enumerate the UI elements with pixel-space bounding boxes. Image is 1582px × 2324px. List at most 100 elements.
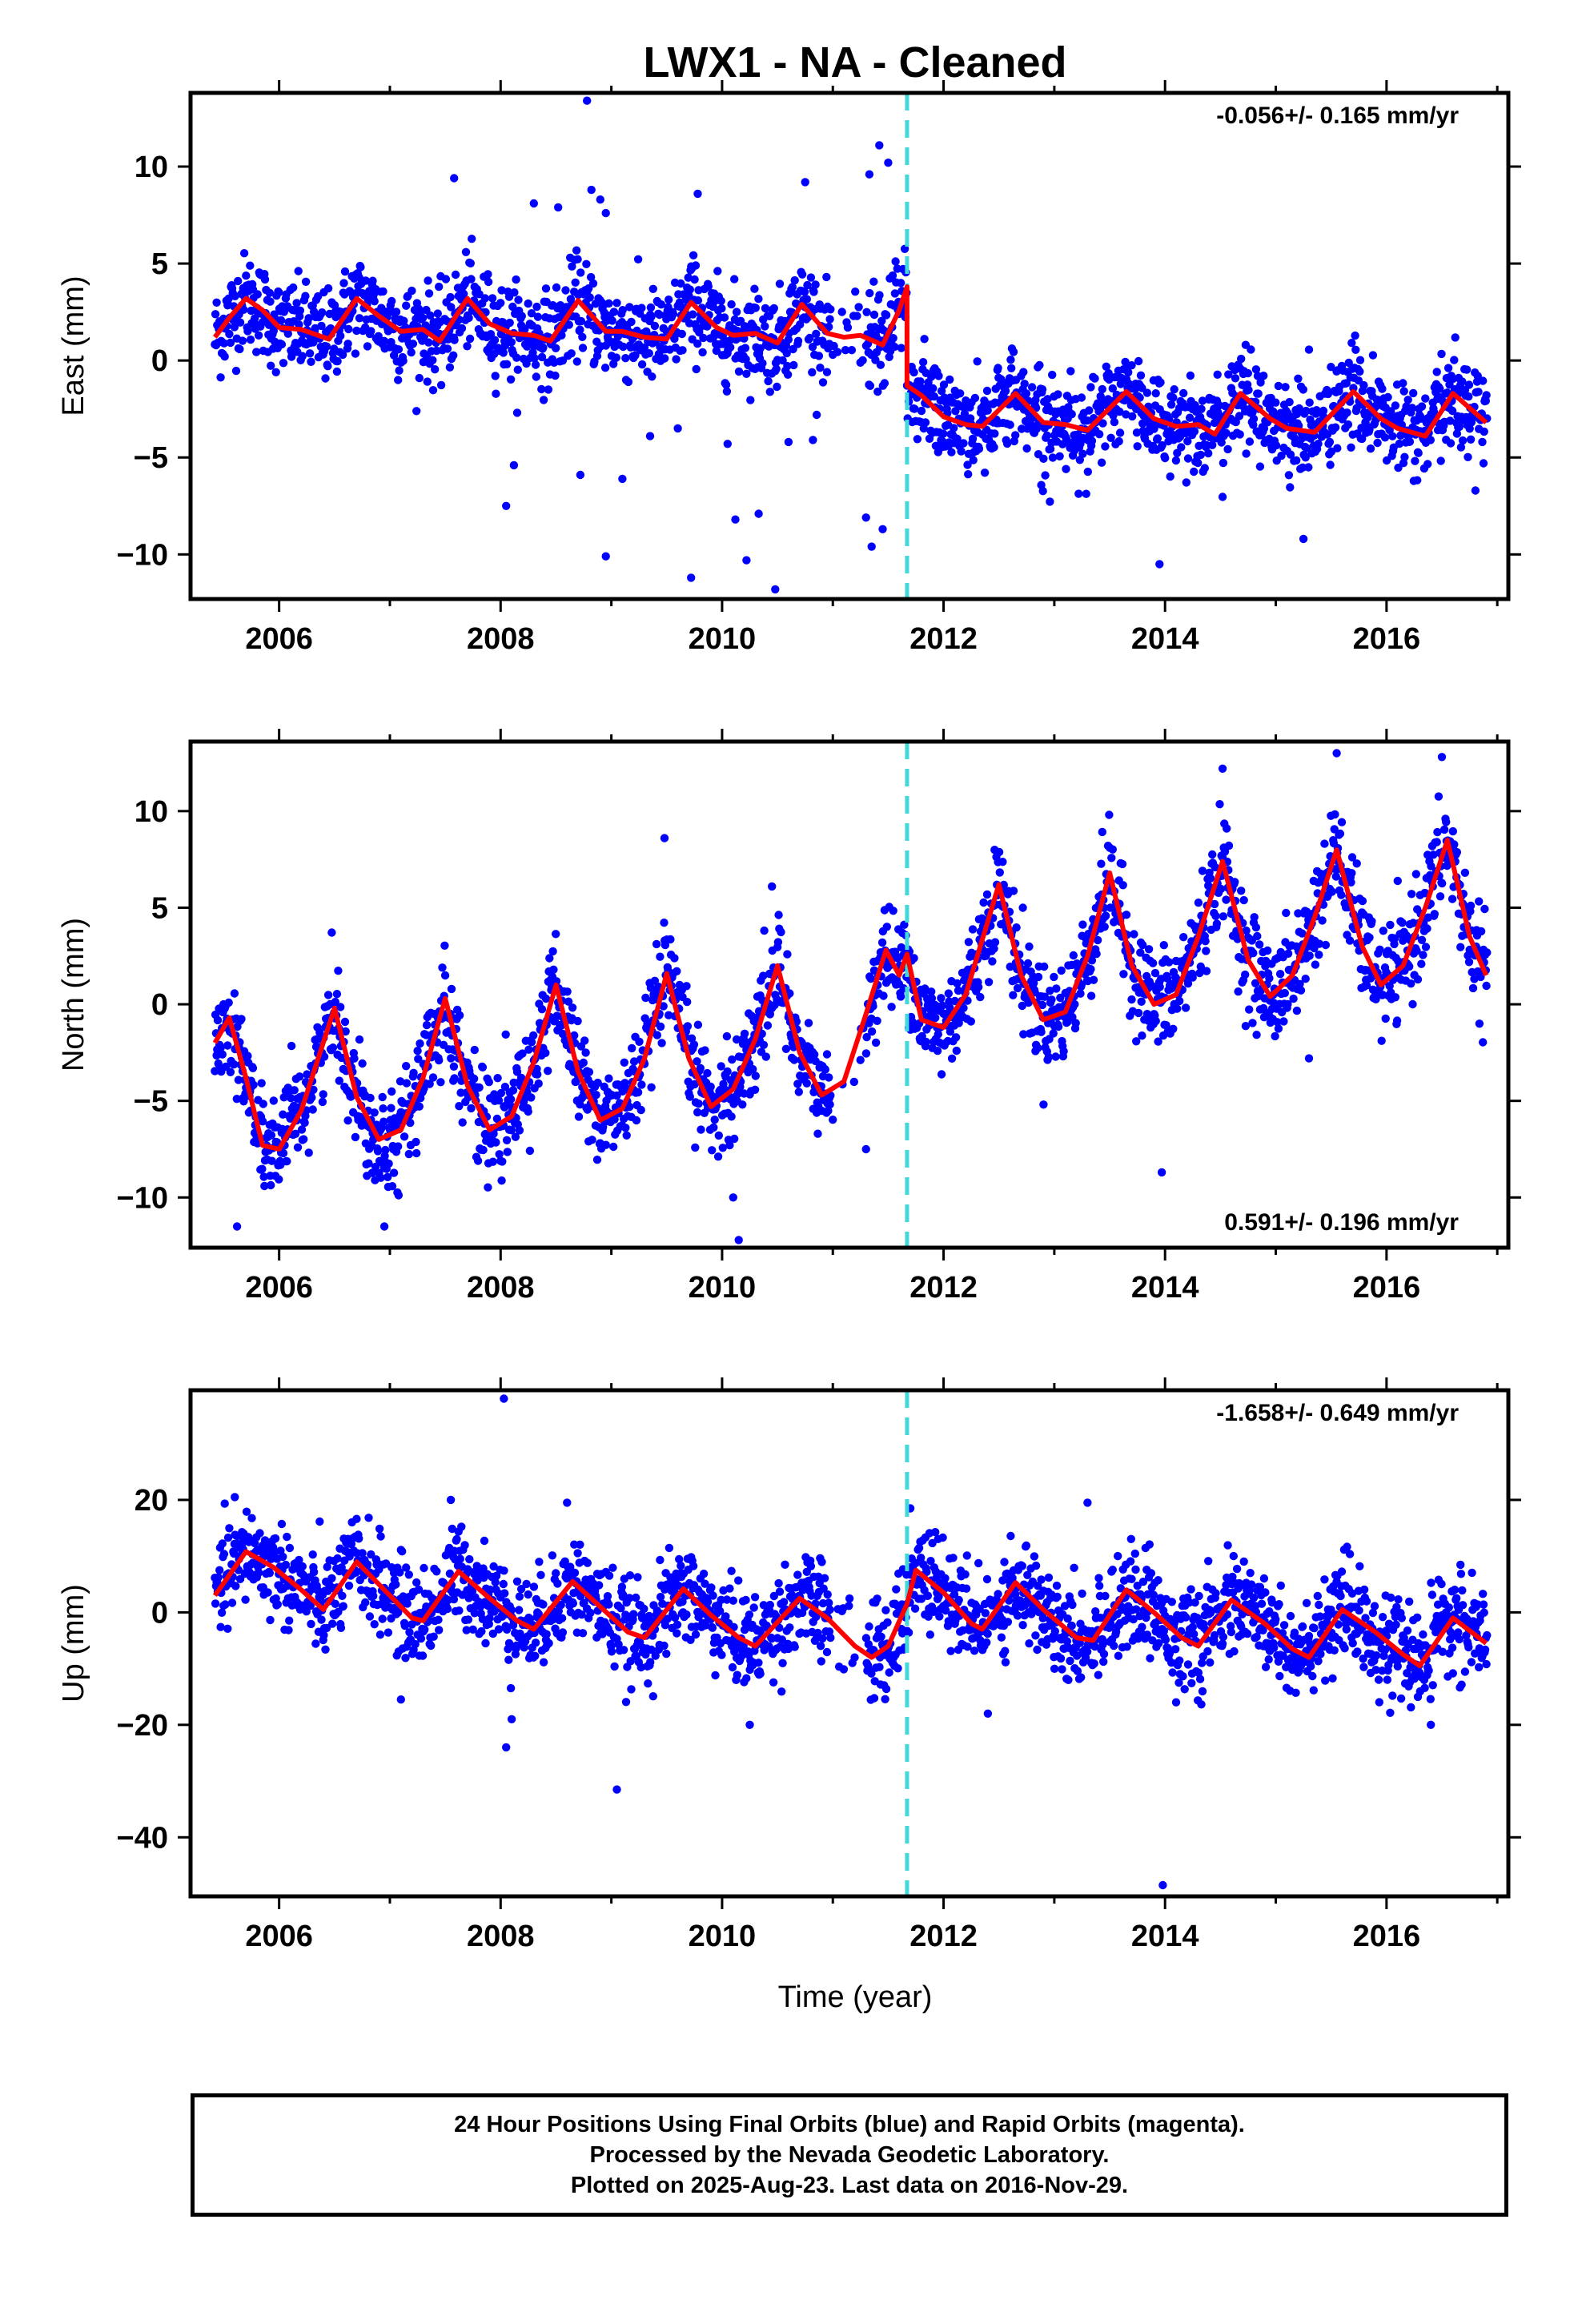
data-point [461, 247, 471, 256]
data-point [402, 1062, 411, 1071]
data-point [1395, 439, 1404, 448]
data-point [307, 1093, 316, 1102]
data-point [1299, 385, 1308, 394]
data-point [239, 1097, 248, 1106]
data-point [283, 329, 292, 338]
data-point [582, 259, 591, 268]
data-point [609, 308, 619, 316]
data-point [500, 1589, 509, 1598]
data-point [384, 1159, 393, 1168]
data-point [495, 1150, 504, 1159]
data-point [502, 1136, 512, 1145]
data-point [629, 1057, 639, 1066]
data-point [465, 1554, 474, 1564]
data-point [412, 1578, 421, 1587]
data-point [1259, 372, 1268, 380]
data-point [405, 1628, 414, 1637]
data-point [691, 261, 701, 270]
data-point [648, 372, 656, 381]
data-point [665, 1011, 673, 1019]
data-point [263, 1588, 272, 1597]
data-point [1388, 432, 1397, 440]
data-point [586, 272, 596, 282]
data-point [416, 1634, 426, 1643]
data-point [734, 367, 744, 376]
data-point [409, 1068, 418, 1078]
data-point [784, 335, 793, 344]
data-point [822, 272, 831, 282]
data-point [1020, 380, 1029, 388]
data-point [670, 954, 679, 963]
data-point [230, 1549, 239, 1558]
data-point [504, 1655, 513, 1664]
data-point [464, 1615, 473, 1624]
data-point [426, 311, 435, 320]
data-point [340, 1017, 350, 1027]
data-point [484, 270, 492, 279]
data-point [402, 1563, 411, 1572]
data-point [1177, 443, 1186, 452]
data-point [620, 1079, 629, 1088]
data-point [411, 1639, 420, 1649]
data-point [1047, 995, 1056, 1004]
data-point [1342, 379, 1351, 388]
data-point [1274, 381, 1283, 391]
data-point [399, 356, 408, 365]
data-point [217, 1608, 227, 1618]
data-point [1479, 459, 1488, 468]
data-point [1242, 926, 1251, 935]
data-point [619, 342, 628, 352]
data-point [327, 1574, 336, 1583]
data-point [1052, 984, 1061, 993]
data-point [533, 1070, 542, 1079]
data-point [1248, 408, 1257, 416]
data-point [475, 290, 484, 299]
data-point [499, 1579, 508, 1589]
data-point [445, 363, 455, 372]
data-point [847, 346, 857, 355]
data-point [502, 1625, 512, 1634]
data-point [532, 372, 540, 381]
data-point [314, 292, 323, 301]
data-point [1295, 979, 1304, 989]
y-tick-label: −5 [134, 1085, 168, 1119]
data-point [959, 439, 968, 448]
data-point [1259, 424, 1269, 433]
data-point [759, 1040, 769, 1050]
data-point [778, 356, 787, 365]
y-tick-label: −10 [117, 538, 168, 572]
data-point [805, 333, 814, 343]
data-point [387, 1104, 396, 1112]
data-point [1183, 454, 1193, 463]
data-point [468, 1625, 477, 1634]
data-point [225, 1524, 234, 1533]
data-point [1007, 364, 1016, 372]
data-point [685, 1092, 694, 1101]
data-point [443, 1604, 452, 1614]
data-point [1235, 430, 1244, 439]
data-point [841, 346, 850, 355]
data-point [774, 911, 783, 919]
data-point [1087, 956, 1097, 965]
data-point [330, 301, 339, 310]
data-point [720, 313, 729, 322]
data-point [655, 310, 664, 320]
data-point [718, 332, 727, 340]
data-point [1480, 904, 1489, 914]
data-point [333, 356, 342, 366]
data-point [1039, 454, 1048, 463]
outlier-point [734, 1236, 743, 1244]
data-point [1183, 979, 1193, 988]
data-point [1194, 899, 1203, 907]
data-point [689, 310, 697, 319]
data-point [383, 1628, 393, 1637]
outlier-point [861, 1144, 870, 1154]
data-point [973, 357, 982, 366]
data-point [1436, 456, 1445, 465]
data-point [395, 366, 404, 375]
data-point [1100, 923, 1109, 931]
data-point [212, 298, 221, 307]
data-point [1087, 436, 1097, 445]
data-point [1371, 995, 1380, 1004]
data-point [1175, 996, 1184, 1006]
